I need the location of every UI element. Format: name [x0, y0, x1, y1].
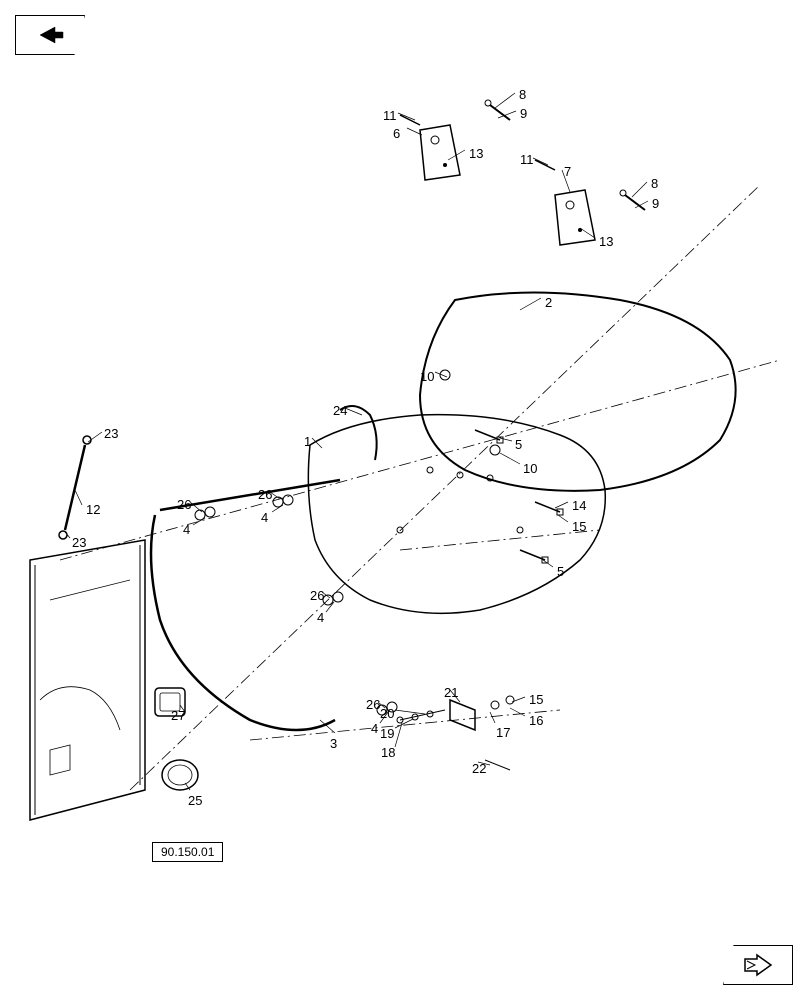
callout-24: 24 [333, 403, 347, 418]
callout-11: 11 [383, 108, 397, 123]
callout-16: 16 [529, 713, 543, 728]
callout-17: 17 [496, 725, 510, 740]
callout-23: 23 [72, 535, 86, 550]
callout-27: 27 [171, 708, 185, 723]
callout-26: 26 [366, 697, 380, 712]
callout-13: 13 [469, 146, 483, 161]
callout-14: 14 [572, 498, 586, 513]
callout-9: 9 [652, 196, 659, 211]
callout-8: 8 [651, 176, 658, 191]
diagram-svg [0, 0, 808, 1000]
callout-15: 15 [529, 692, 543, 707]
callout-20: 20 [380, 706, 394, 721]
callout-5: 5 [557, 564, 564, 579]
callout-4: 4 [317, 610, 324, 625]
callout-19: 19 [380, 726, 394, 741]
callout-26: 26 [177, 497, 191, 512]
callout-9: 9 [520, 106, 527, 121]
callout-11: 11 [520, 152, 534, 167]
callout-8: 8 [519, 87, 526, 102]
callout-2: 2 [545, 295, 552, 310]
callout-23: 23 [104, 426, 118, 441]
reference-number: 90.150.01 [161, 845, 214, 859]
callout-7: 7 [564, 164, 571, 179]
callout-1: 1 [304, 434, 311, 449]
callout-25: 25 [188, 793, 202, 808]
callout-4: 4 [183, 522, 190, 537]
callout-22: 22 [472, 761, 486, 776]
callout-18: 18 [381, 745, 395, 760]
callout-13: 13 [599, 234, 613, 249]
callout-5: 5 [515, 437, 522, 452]
callout-21: 21 [444, 685, 458, 700]
reference-number-box: 90.150.01 [152, 842, 223, 862]
callout-6: 6 [393, 126, 400, 141]
callout-26: 26 [258, 487, 272, 502]
callout-26: 26 [310, 588, 324, 603]
nav-icon-back[interactable] [15, 15, 85, 55]
parts-diagram: 90.150.01 123444455678899101011111213131… [0, 0, 808, 1000]
callout-4: 4 [371, 721, 378, 736]
nav-icon-forward[interactable] [723, 945, 793, 985]
callout-12: 12 [86, 502, 100, 517]
callout-3: 3 [330, 736, 337, 751]
callout-4: 4 [261, 510, 268, 525]
callout-15: 15 [572, 519, 586, 534]
callout-10: 10 [523, 461, 537, 476]
callout-10: 10 [420, 369, 434, 384]
